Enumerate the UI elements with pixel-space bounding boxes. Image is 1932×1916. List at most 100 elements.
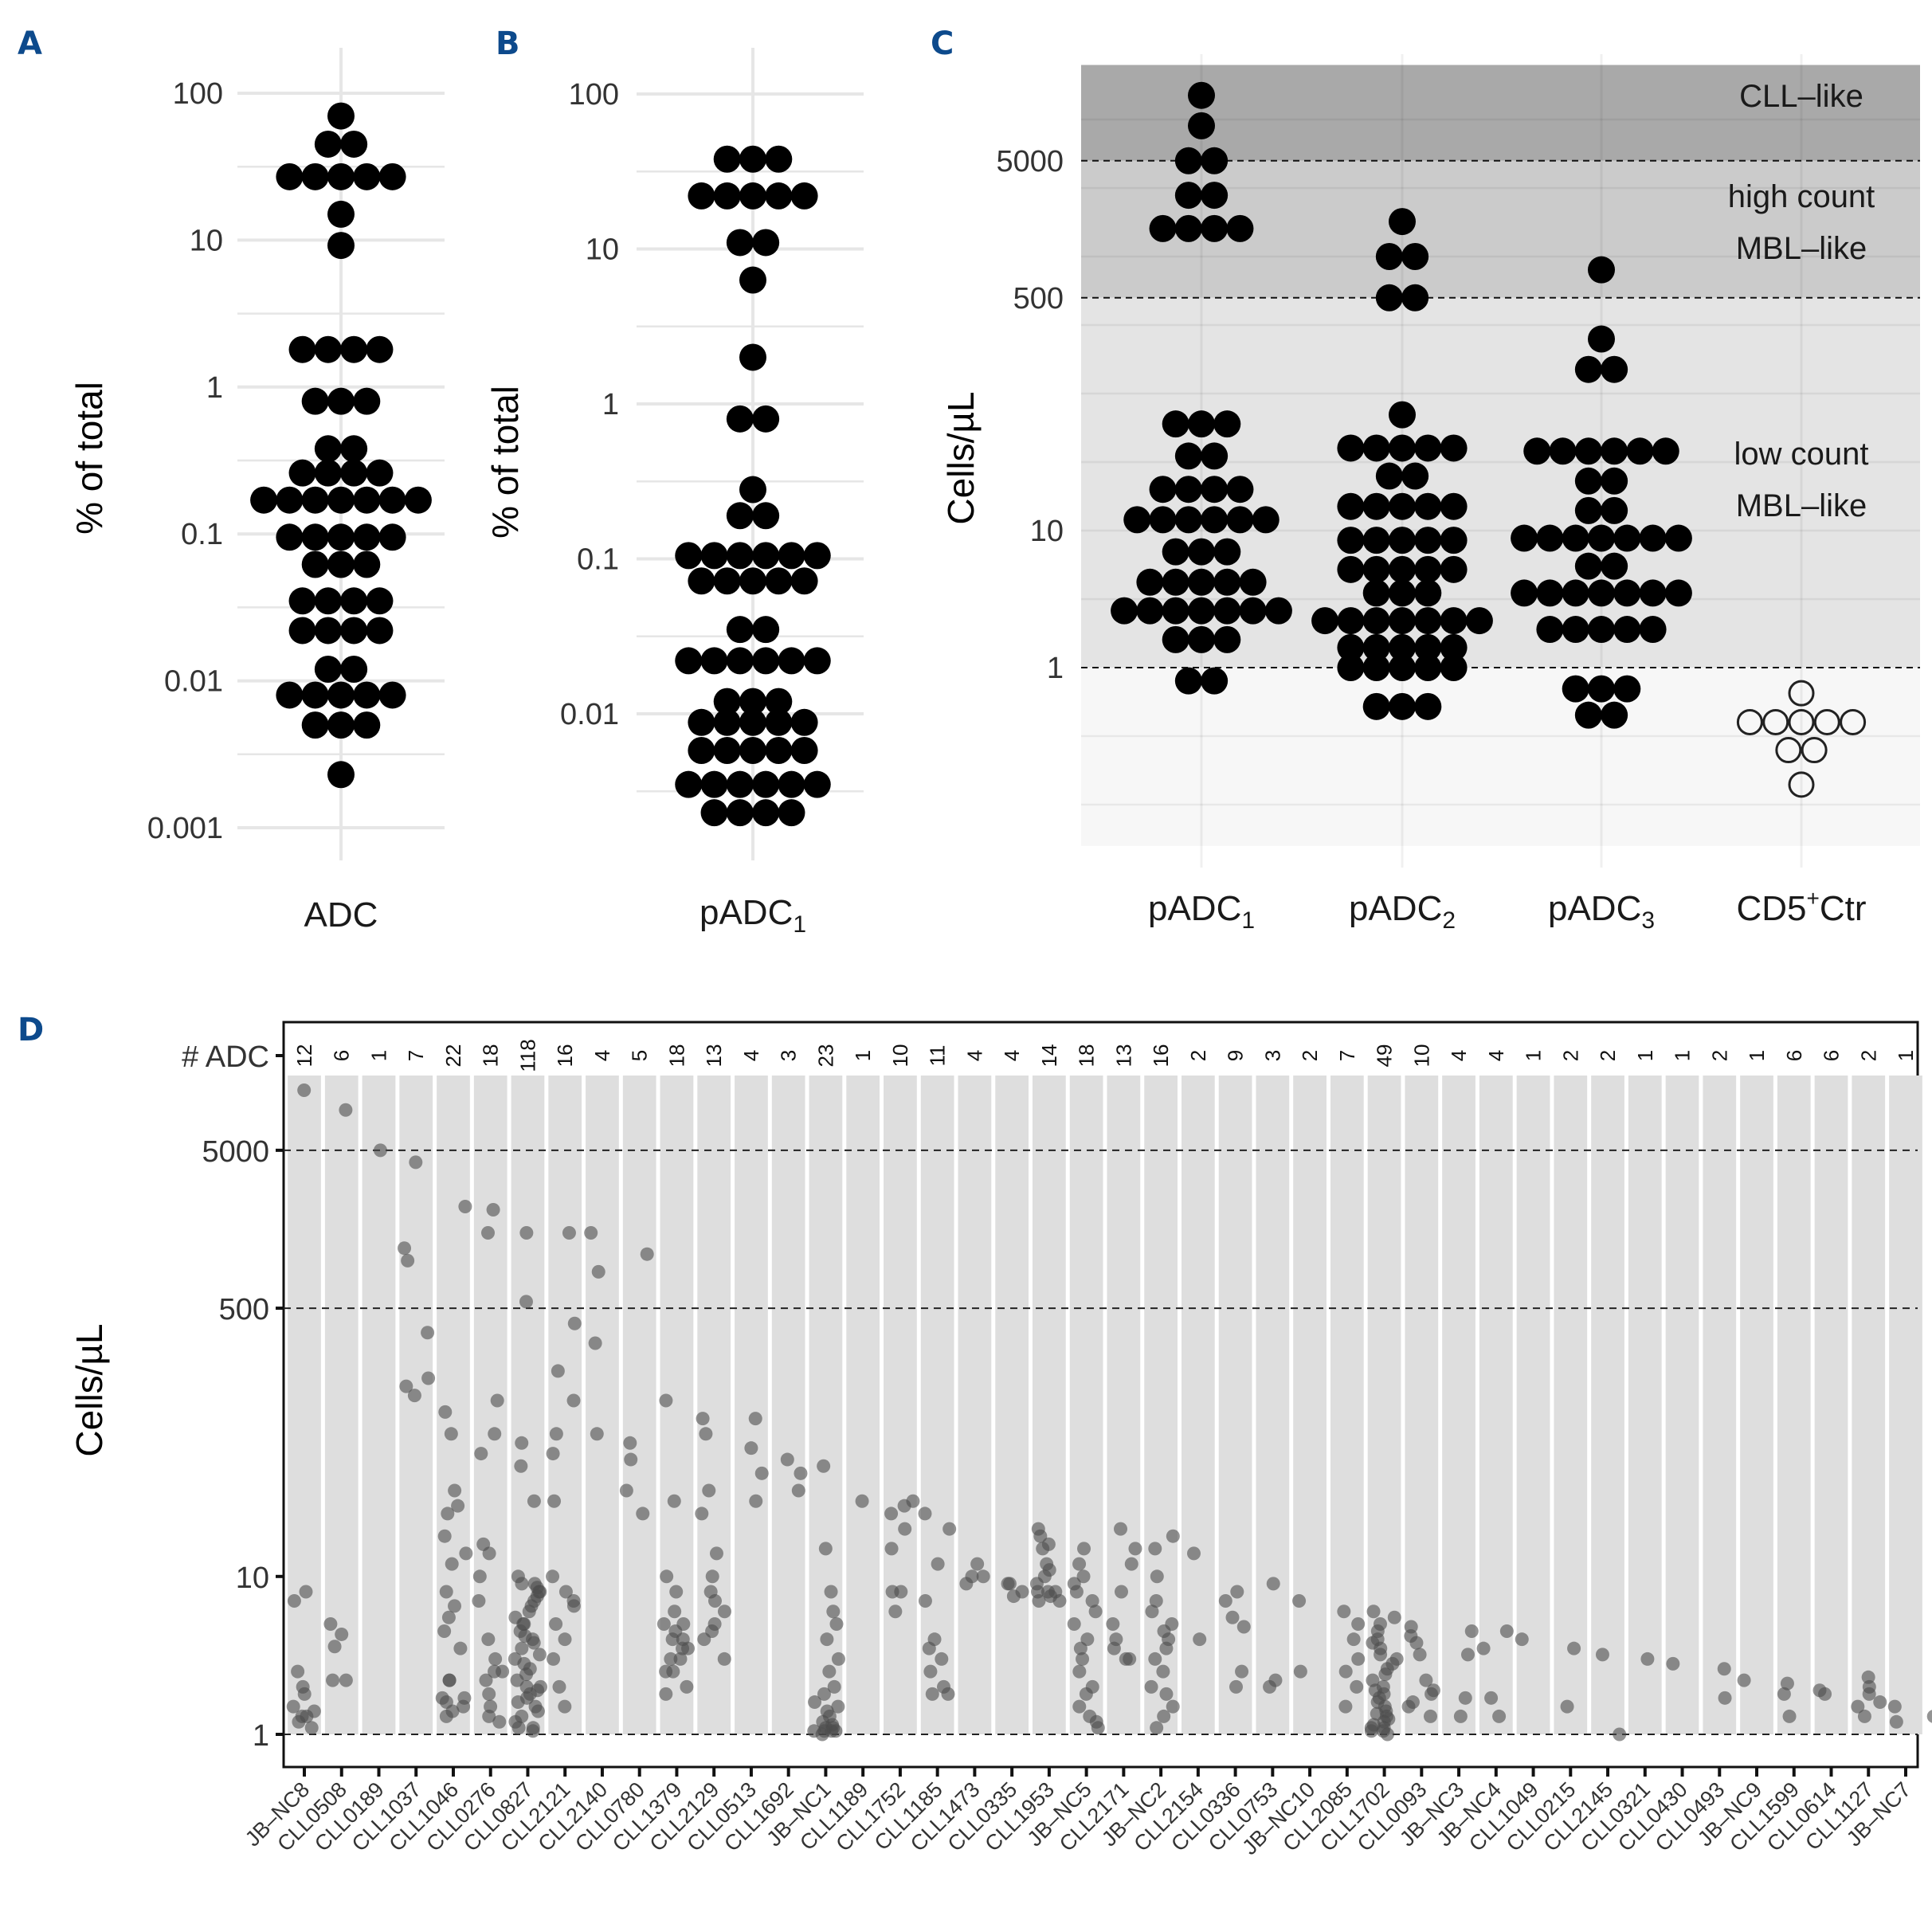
data-point: [549, 1427, 563, 1441]
adc-count-label: 18: [664, 1044, 688, 1068]
adc-count-label: 4: [1447, 1050, 1471, 1061]
panel-c-pADC1-dot: [1149, 506, 1177, 534]
data-point: [1293, 1664, 1307, 1679]
data-point: [884, 1507, 899, 1521]
panel-c-pADC2-dot: [1362, 579, 1390, 607]
data-point: [339, 1103, 353, 1117]
panel-b-dot: [739, 266, 766, 294]
panel-a-dot: [327, 711, 355, 739]
data-point: [702, 1483, 716, 1498]
data-point: [898, 1522, 912, 1536]
panel-a-dot: [378, 523, 406, 551]
data-point: [1006, 1589, 1021, 1604]
data-point: [1091, 1721, 1105, 1735]
data-point: [451, 1499, 465, 1513]
data-point: [373, 1143, 387, 1158]
panel-c-pADC1-dot: [1226, 506, 1254, 534]
category-strip: [884, 1076, 917, 1734]
y-tick-label: 5000: [202, 1135, 269, 1169]
data-point: [1862, 1687, 1876, 1701]
adc-count-label: 4: [590, 1050, 614, 1061]
category-strip: [1703, 1076, 1737, 1734]
data-point: [1144, 1679, 1158, 1694]
data-point: [818, 1542, 833, 1556]
adc-count-label: 10: [888, 1044, 912, 1068]
data-point: [547, 1494, 562, 1508]
data-point: [511, 1721, 526, 1735]
panel-b-dot: [803, 647, 831, 675]
adc-count-label: 16: [553, 1044, 577, 1068]
zone-label: MBL–like: [1736, 488, 1867, 523]
panel-c-pADC3-dot: [1562, 579, 1589, 607]
panel-label-a: A: [18, 25, 42, 62]
panel-c-pADC2-dot: [1401, 284, 1429, 311]
data-point: [1166, 1699, 1180, 1714]
panel-c-pADC1-dot: [1201, 147, 1229, 174]
data-point: [1235, 1664, 1249, 1679]
panel-c-pADC2-dot: [1389, 492, 1416, 520]
y-tick-label: 1: [602, 388, 619, 421]
category-strip: [1889, 1076, 1922, 1734]
data-point: [699, 1427, 713, 1441]
data-point: [1380, 1727, 1394, 1742]
data-point: [1145, 1605, 1159, 1619]
data-point: [459, 1546, 473, 1561]
data-point: [590, 1427, 604, 1441]
data-point: [558, 1632, 572, 1647]
zone-label: CLL–like: [1739, 79, 1863, 114]
panel-c-pADC1-dot: [1136, 568, 1164, 596]
data-point: [421, 1371, 436, 1385]
panel-c-pADC3-dot: [1588, 616, 1615, 644]
data-point: [438, 1405, 453, 1419]
panel-c-pADC2-dot: [1362, 654, 1390, 681]
panel-b-dot: [778, 647, 805, 675]
data-point: [707, 1594, 722, 1608]
data-point: [669, 1585, 684, 1599]
category-strip: [958, 1076, 992, 1734]
panel-b-dot: [726, 799, 754, 827]
zone-band: [1081, 65, 1920, 161]
data-point: [1718, 1691, 1732, 1705]
panel-b-dot: [739, 145, 766, 173]
panel-c-pADC3-dot: [1574, 437, 1602, 465]
adc-count-label: 1: [851, 1050, 875, 1061]
panel-b-dot: [726, 770, 754, 798]
panel-a-dot: [301, 551, 329, 578]
data-point: [660, 1569, 674, 1584]
data-point: [925, 1687, 939, 1701]
panel-a-dot: [340, 617, 368, 645]
data-point: [1072, 1557, 1087, 1571]
data-point: [1873, 1695, 1887, 1710]
data-point: [510, 1673, 524, 1687]
panel-b-dot: [700, 542, 728, 570]
panel-c-pADC2-dot: [1414, 692, 1442, 720]
data-point: [441, 1507, 455, 1521]
data-point: [1076, 1652, 1090, 1666]
data-point: [527, 1636, 541, 1650]
data-point: [472, 1594, 486, 1608]
adc-count-label: 14: [1037, 1044, 1061, 1068]
panel-c-pADC2-dot: [1389, 555, 1416, 583]
x-category-label: pADC1: [1148, 889, 1255, 934]
data-point: [636, 1507, 650, 1521]
data-point: [640, 1247, 654, 1261]
data-point: [1409, 1636, 1424, 1650]
panel-a-dot: [288, 335, 316, 363]
data-point: [399, 1379, 413, 1393]
data-point: [1148, 1542, 1162, 1556]
data-point: [514, 1459, 528, 1473]
data-point: [1640, 1652, 1655, 1666]
data-point: [1666, 1656, 1680, 1671]
data-point: [439, 1709, 453, 1723]
data-point: [664, 1652, 678, 1666]
panel-b-dot: [700, 799, 728, 827]
panel-a-dot: [327, 102, 355, 130]
panel-a-dot: [276, 486, 304, 514]
panel-c-pADC2-dot: [1362, 555, 1390, 583]
panel-b-dot: [739, 343, 766, 371]
data-point: [532, 1648, 547, 1662]
panel-c-pADC3-dot: [1562, 524, 1589, 552]
panel-a-dot: [288, 459, 316, 487]
data-point: [619, 1483, 633, 1498]
y-tick-label: 5000: [996, 145, 1064, 178]
